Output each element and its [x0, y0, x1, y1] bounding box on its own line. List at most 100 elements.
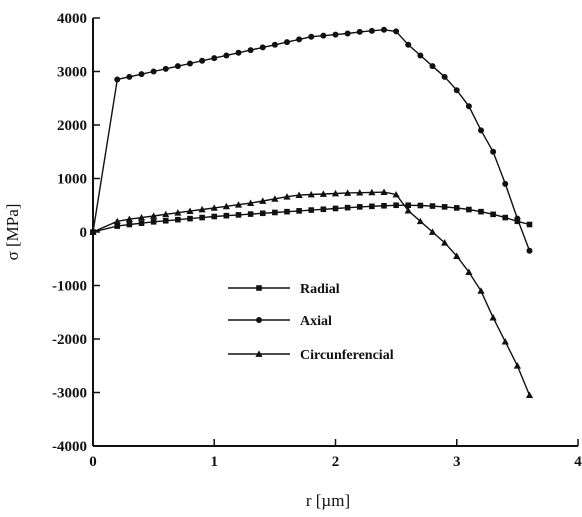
data-point-radial [162, 217, 169, 224]
data-point-axial [453, 87, 460, 94]
data-point-radial [284, 208, 290, 215]
y-tick-label: 4000 [57, 11, 87, 27]
data-point-radial [429, 203, 436, 209]
data-point-axial [356, 28, 363, 35]
data-point-circunferencial [380, 188, 388, 196]
data-point-circunferencial [162, 210, 170, 218]
data-point-axial [344, 30, 351, 37]
legend: Radial Axial Circunferencial [228, 282, 394, 363]
legend-label-circunferencial: Circunferencial [300, 348, 394, 363]
data-point-radial [247, 211, 254, 217]
data-point-radial [308, 207, 315, 213]
data-point-radial [344, 204, 351, 211]
y-tick-label: 2000 [57, 118, 87, 134]
data-point-axial [126, 73, 133, 80]
data-point-circunferencial [428, 228, 437, 235]
y-tick-label: -1000 [52, 279, 87, 295]
data-point-circunferencial [210, 204, 218, 211]
data-point-axial [284, 39, 290, 46]
y-tick-label: -2000 [52, 332, 87, 348]
y-tick-label: 0 [80, 225, 88, 241]
data-point-radial [320, 206, 327, 213]
x-tick-label: 1 [211, 454, 219, 470]
data-point-axial [465, 103, 472, 110]
data-point-radial [381, 202, 387, 209]
data-point-axial [114, 76, 121, 83]
axes: -4000 -3000 -2000 -1000 0 1000 2000 3000 4000 0 1 2… [52, 11, 582, 470]
data-point-axial [235, 49, 242, 56]
data-point-radial [114, 223, 121, 229]
data-point-circunferencial [174, 209, 182, 216]
x-axis-label: r [µm] [306, 491, 350, 510]
data-point-radial [259, 210, 266, 217]
x-tick-label: 4 [574, 454, 582, 470]
data-point-circunferencial [392, 190, 400, 198]
data-point-circunferencial [441, 239, 449, 246]
data-point-circunferencial [125, 215, 133, 223]
data-point-radial [211, 213, 218, 220]
data-point-axial [332, 31, 339, 38]
data-point-radial [175, 216, 181, 223]
series-line-axial [92, 29, 531, 251]
data-point-circunferencial [344, 189, 352, 196]
data-point-axial [174, 63, 181, 70]
data-point-radial [199, 214, 205, 221]
data-point-axial [514, 215, 521, 222]
series-circunferencial [89, 188, 534, 399]
x-tick-label: 0 [89, 454, 97, 470]
data-point-axial [478, 127, 484, 134]
data-point-radial [369, 203, 375, 210]
data-point-circunferencial [150, 212, 158, 219]
legend-marker-radial [256, 285, 262, 291]
data-point-axial [162, 65, 169, 72]
y-tick-label: 1000 [57, 172, 87, 188]
data-point-circunferencial [113, 217, 121, 225]
data-point-axial [441, 73, 448, 80]
data-point-axial [199, 57, 206, 64]
data-point-axial [211, 55, 218, 62]
data-point-circunferencial [307, 190, 315, 198]
data-point-circunferencial [489, 314, 497, 321]
data-point-axial [320, 32, 327, 39]
data-point-radial [187, 215, 193, 222]
data-point-axial [138, 71, 145, 78]
data-point-axial [490, 148, 497, 155]
data-point-circunferencial [234, 201, 243, 208]
data-point-radial [526, 221, 533, 228]
data-point-radial [478, 208, 484, 215]
x-tick-label: 2 [332, 454, 340, 470]
data-point-circunferencial [259, 197, 267, 204]
data-point-circunferencial [295, 191, 303, 198]
data-point-radial [356, 204, 363, 210]
data-point-radial [417, 202, 424, 209]
data-point-radial [150, 219, 157, 225]
data-point-axial [296, 36, 303, 43]
data-point-radial [502, 214, 509, 221]
data-point-axial [187, 60, 193, 67]
data-point-circunferencial [513, 362, 521, 369]
data-point-circunferencial [137, 213, 146, 221]
data-point-axial [368, 27, 375, 34]
data-point-axial [429, 63, 436, 70]
y-axis-label: σ [MPa] [3, 204, 22, 261]
data-point-circunferencial [319, 190, 327, 197]
data-point-circunferencial [368, 188, 376, 196]
data-point-circunferencial [477, 287, 485, 294]
series-layer [89, 26, 534, 399]
data-point-axial [247, 47, 254, 54]
data-point-axial [417, 52, 424, 59]
x-tick-label: 3 [453, 454, 461, 470]
y-tick-label: 3000 [57, 65, 87, 81]
data-point-circunferencial [465, 268, 473, 276]
data-point-radial [138, 220, 145, 226]
legend-marker-axial [256, 317, 262, 323]
data-point-axial [526, 247, 533, 254]
data-point-axial [393, 28, 400, 35]
y-tick-label: -4000 [52, 439, 87, 455]
data-point-radial [393, 202, 399, 209]
data-point-circunferencial [501, 338, 509, 345]
series-axial [90, 26, 533, 254]
data-point-radial [441, 204, 448, 210]
data-point-axial [223, 52, 230, 59]
